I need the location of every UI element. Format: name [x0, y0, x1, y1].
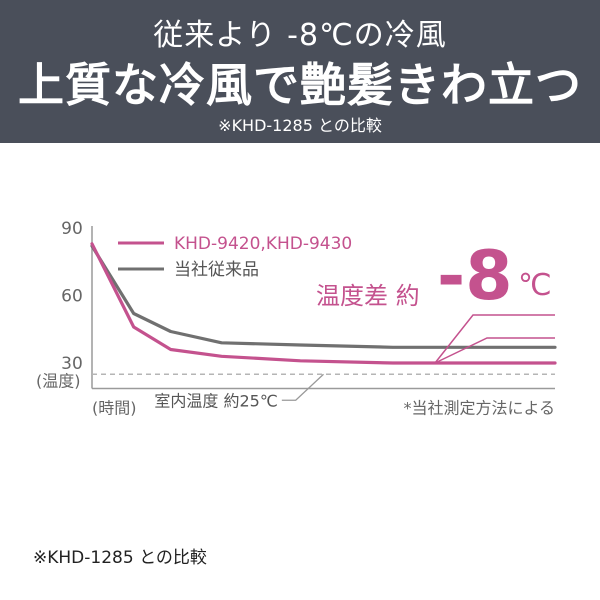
header-subtitle: 従来より -8℃の冷風: [153, 18, 447, 53]
series-line-new-model: [90, 242, 557, 365]
temperature-chart: 室内温度 約25℃ 温度差 約 -8 ℃ 90 60 30(温度) (時間) *当社測定方法…: [36, 219, 557, 418]
header-title: 上質な冷風で艶髪きわ立つ: [18, 58, 582, 112]
room-temp-label: 室内温度 約25℃: [154, 391, 277, 410]
diff-value: -8: [437, 237, 513, 316]
diff-callout-upper: [434, 314, 555, 364]
y-axis-label: (温度): [36, 372, 81, 391]
y-tick-label: 30: [61, 354, 83, 374]
source-note: *当社測定方法による: [403, 399, 555, 418]
legend-label: KHD-9420,KHD-9430: [174, 234, 352, 254]
y-tick-label: 90: [61, 219, 83, 239]
header-note: ※KHD-1285 との比較: [218, 116, 382, 135]
diff-unit: ℃: [518, 268, 552, 303]
room-temp-callout: [281, 373, 324, 401]
header-banner: 従来より -8℃の冷風 上質な冷風で艶髪きわ立つ ※KHD-1285 との比較: [0, 0, 600, 143]
footnote: ※KHD-1285 との比較: [33, 548, 207, 568]
x-axis-label: (時間): [92, 399, 137, 418]
diff-callout-lower: [434, 337, 555, 364]
y-tick-label: 60: [61, 287, 83, 307]
diff-label: 温度差 約: [316, 282, 420, 310]
series-line-previous-model: [90, 244, 557, 349]
legend-label: 当社従来品: [174, 260, 259, 280]
